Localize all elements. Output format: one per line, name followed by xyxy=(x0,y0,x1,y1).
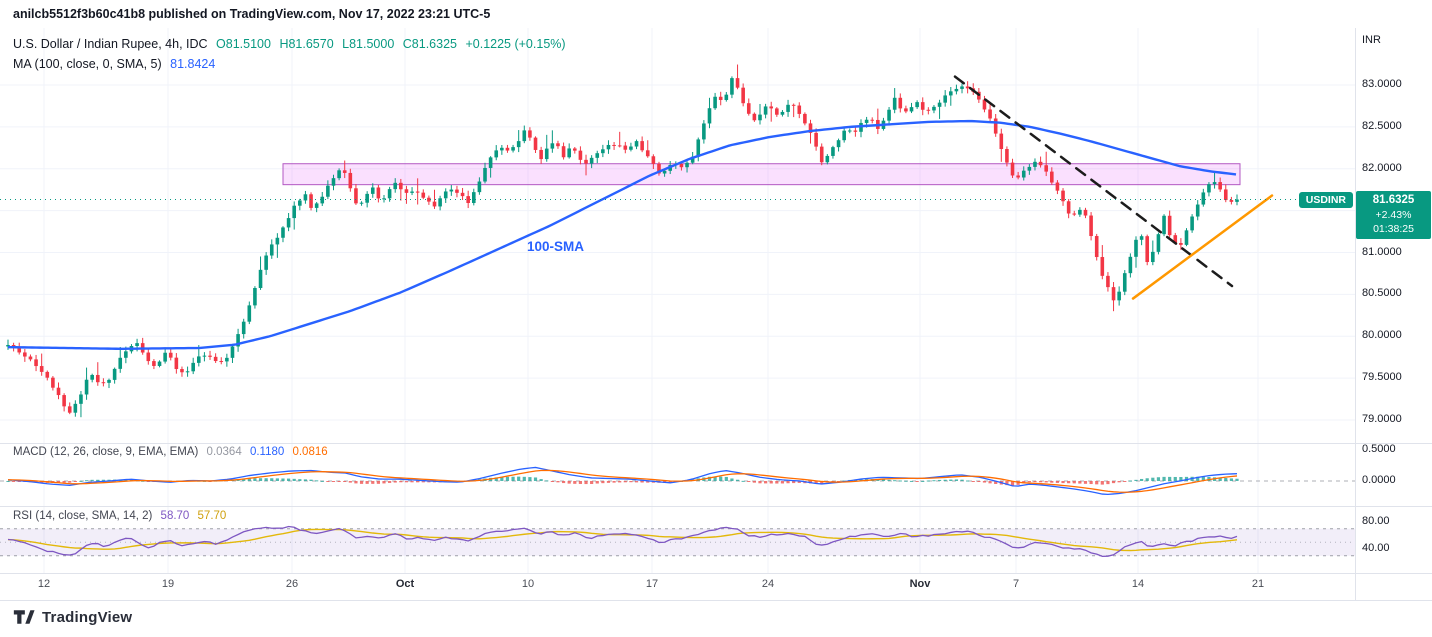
ma-value: 81.8424 xyxy=(170,57,216,71)
sma-annotation: 100-SMA xyxy=(527,239,584,254)
ohlc-change: +0.1225 (+0.15%) xyxy=(465,37,566,51)
pane-separator-rsi[interactable] xyxy=(0,506,1432,507)
price-tick-label: 79.5000 xyxy=(1362,371,1402,384)
time-tick-label: Oct xyxy=(395,578,415,590)
rsi-legend[interactable]: RSI (14, close, SMA, 14, 2) 58.70 57.70 xyxy=(13,510,231,522)
time-tick-label: 12 xyxy=(37,578,51,590)
symbol-title[interactable]: U.S. Dollar / Indian Rupee, 4h, IDC xyxy=(13,37,208,51)
time-tick-label: 19 xyxy=(161,578,175,590)
macd-tick-label: 0.0000 xyxy=(1362,474,1396,486)
symbol-price-tag: USDINR xyxy=(1298,191,1353,208)
rsi-tick-label: 40.00 xyxy=(1362,542,1390,554)
price-tick-label: 80.5000 xyxy=(1362,287,1402,300)
bar-countdown: 01:38:25 xyxy=(1373,222,1414,235)
time-axis-separator xyxy=(0,573,1432,574)
macd-tick-label: 0.5000 xyxy=(1362,443,1396,455)
price-tick-label: 82.5000 xyxy=(1362,119,1402,132)
tradingview-logo-text: TradingView xyxy=(42,608,133,626)
price-tick-label: 79.0000 xyxy=(1362,413,1402,425)
footer-separator xyxy=(0,600,1432,601)
macd-signal-value: 0.0816 xyxy=(292,446,328,458)
ohlc-close: C81.6325 xyxy=(402,37,457,51)
time-tick-label: 17 xyxy=(645,578,659,590)
time-tick-label: Nov xyxy=(909,578,931,590)
macd-hist-value: 0.0364 xyxy=(206,446,242,458)
price-axis[interactable]: INR 83.000082.500082.000081.500081.00008… xyxy=(1355,28,1432,600)
ohlc-open: O81.5100 xyxy=(216,37,271,51)
symbol-legend-row[interactable]: U.S. Dollar / Indian Rupee, 4h, IDC O81.… xyxy=(13,34,571,54)
tradingview-logo-icon xyxy=(13,610,35,624)
time-tick-label: 14 xyxy=(1131,578,1145,590)
ohlc-high: H81.6570 xyxy=(279,37,334,51)
time-tick-label: 26 xyxy=(285,578,299,590)
main-legend[interactable]: U.S. Dollar / Indian Rupee, 4h, IDC O81.… xyxy=(13,34,571,74)
price-axis-unit: INR xyxy=(1362,34,1381,46)
ohlc-low: L81.5000 xyxy=(342,37,395,51)
macd-legend[interactable]: MACD (12, 26, close, 9, EMA, EMA) 0.0364… xyxy=(13,446,333,458)
macd-label[interactable]: MACD (12, 26, close, 9, EMA, EMA) xyxy=(13,446,199,458)
price-tick-label: 81.0000 xyxy=(1362,245,1402,258)
time-tick-label: 7 xyxy=(1012,578,1020,590)
ma-label[interactable]: MA (100, close, 0, SMA, 5) xyxy=(13,57,162,71)
chart-canvas[interactable]: 100-SMA xyxy=(0,28,1355,600)
rsi-tick-label: 80.00 xyxy=(1362,515,1390,527)
rsi-label[interactable]: RSI (14, close, SMA, 14, 2) xyxy=(13,510,153,522)
rsi-value: 58.70 xyxy=(160,510,190,522)
session-change-value: +2.43% xyxy=(1375,208,1412,221)
price-tick-label: 83.0000 xyxy=(1362,78,1402,90)
time-tick-label: 24 xyxy=(761,578,775,590)
time-tick-label: 10 xyxy=(521,578,535,590)
macd-line-value: 0.1180 xyxy=(249,446,285,458)
price-tick-label: 80.0000 xyxy=(1362,329,1402,342)
footer-bar: TradingView xyxy=(0,601,1432,637)
symbol-tag-text: USDINR xyxy=(1305,193,1346,206)
price-tick-label: 82.0000 xyxy=(1362,161,1402,174)
tradingview-logo[interactable]: TradingView xyxy=(13,608,132,626)
rsi-ma-value: 57.70 xyxy=(197,510,227,522)
attribution-text: anilcb5512f3b60c41b8 published on Tradin… xyxy=(13,7,491,21)
time-tick-label: 21 xyxy=(1251,578,1265,590)
last-price-value: 81.6325 xyxy=(1372,193,1415,206)
pane-separator-macd[interactable] xyxy=(0,443,1432,444)
ma-legend-row[interactable]: MA (100, close, 0, SMA, 5) 81.8424 xyxy=(13,54,571,74)
price-scale-divider xyxy=(1355,28,1356,600)
last-price-badge[interactable]: 81.6325 +2.43% 01:38:25 xyxy=(1356,190,1431,239)
time-axis[interactable]: 12 19 26 Oct 10 17 24 Nov 7 14 21 xyxy=(0,573,1355,600)
